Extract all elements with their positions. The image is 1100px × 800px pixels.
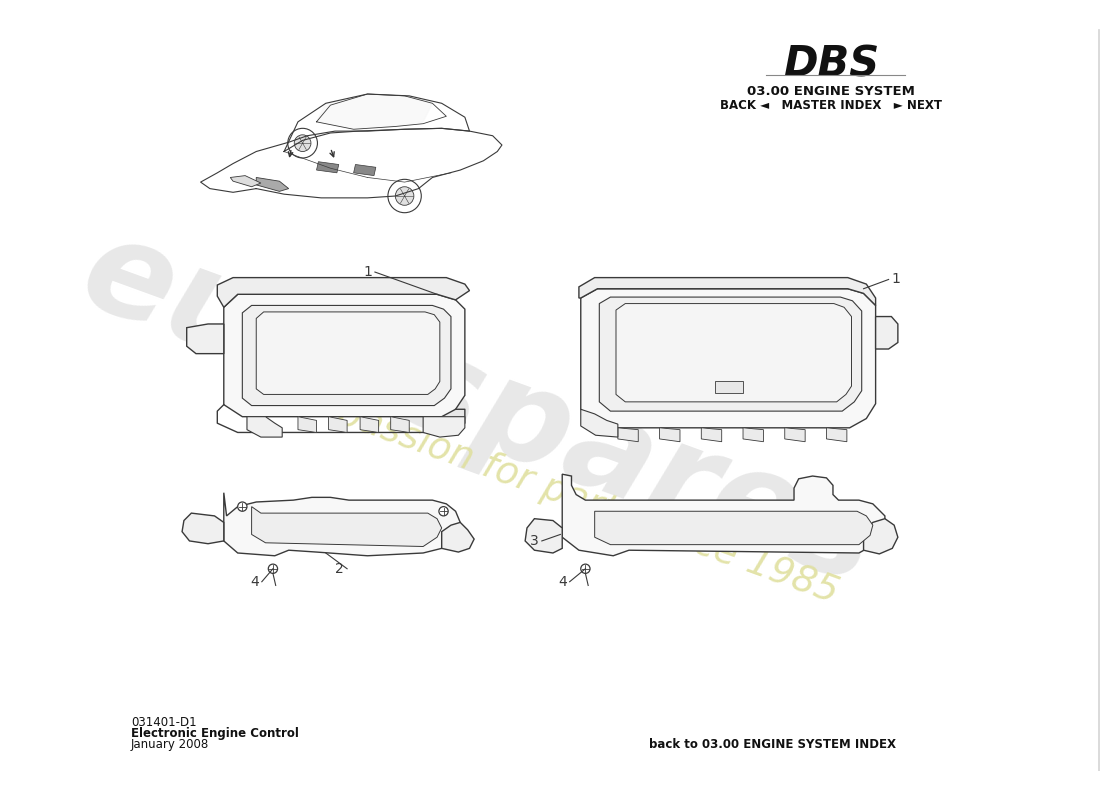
Polygon shape [252,506,442,546]
Polygon shape [618,428,638,442]
Circle shape [295,135,311,151]
Text: 4: 4 [250,574,258,589]
Polygon shape [702,428,722,442]
Polygon shape [248,417,283,437]
Circle shape [288,128,318,158]
Text: DBS: DBS [783,43,879,86]
Polygon shape [317,162,339,173]
Polygon shape [442,522,474,552]
Text: Electronic Engine Control: Electronic Engine Control [131,727,299,740]
Polygon shape [242,306,451,406]
Polygon shape [784,428,805,442]
Text: BACK ◄   MASTER INDEX   ► NEXT: BACK ◄ MASTER INDEX ► NEXT [720,98,942,112]
Polygon shape [600,297,861,411]
Polygon shape [230,176,261,186]
Polygon shape [223,294,465,417]
Text: 2: 2 [336,562,344,576]
Polygon shape [715,382,742,393]
Circle shape [581,564,590,574]
Polygon shape [284,94,470,151]
Polygon shape [826,428,847,442]
Polygon shape [329,417,348,433]
Polygon shape [579,278,876,306]
Circle shape [388,179,421,213]
Text: back to 03.00 ENGINE SYSTEM INDEX: back to 03.00 ENGINE SYSTEM INDEX [649,738,896,751]
Polygon shape [256,312,440,394]
Polygon shape [298,417,317,433]
Polygon shape [742,428,763,442]
Text: 1: 1 [892,273,901,286]
Polygon shape [581,289,876,428]
Polygon shape [876,317,898,349]
Polygon shape [353,165,376,176]
Polygon shape [390,417,409,433]
Circle shape [238,502,248,511]
Polygon shape [256,178,288,191]
Text: 4: 4 [558,574,566,589]
Polygon shape [864,518,898,554]
Circle shape [395,186,414,206]
Polygon shape [595,511,872,545]
Polygon shape [424,417,465,437]
Polygon shape [187,324,223,354]
Text: January 2008: January 2008 [131,738,209,751]
Polygon shape [183,513,223,544]
Polygon shape [360,417,378,433]
Polygon shape [581,410,618,437]
Text: 03.00 ENGINE SYSTEM: 03.00 ENGINE SYSTEM [747,85,915,98]
Polygon shape [562,474,884,556]
Polygon shape [218,278,470,307]
Circle shape [268,564,277,574]
Text: 3: 3 [530,534,539,548]
Circle shape [439,506,448,516]
Polygon shape [660,428,680,442]
Text: eurospares: eurospares [65,207,893,612]
Polygon shape [616,303,851,402]
Text: 031401-D1: 031401-D1 [131,716,197,729]
Polygon shape [200,128,502,198]
Polygon shape [317,94,432,130]
Polygon shape [525,518,562,553]
Polygon shape [223,493,460,556]
Text: a passion for parts since 1985: a passion for parts since 1985 [299,384,844,611]
Text: 1: 1 [363,265,372,279]
